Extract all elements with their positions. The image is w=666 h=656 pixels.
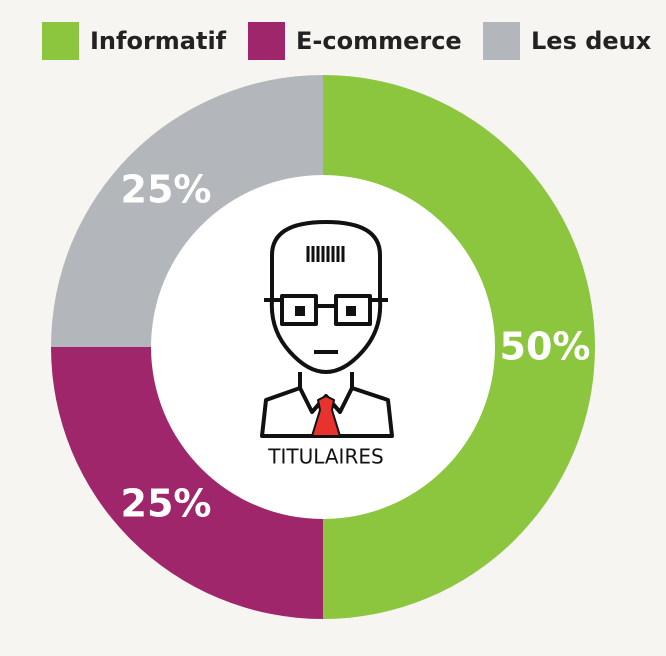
legend-swatch [42, 22, 79, 60]
legend-swatch [248, 22, 285, 60]
legend-swatch [483, 22, 520, 60]
value-label: 25% [121, 168, 212, 212]
center-label: TITULAIRES [267, 445, 383, 469]
legend-text: Informatif [90, 27, 227, 55]
legend-text: Les deux [531, 27, 652, 55]
legend-text: E-commerce [296, 27, 462, 55]
person-icon [260, 220, 394, 438]
value-label: 50% [500, 325, 591, 369]
donut-hole [151, 175, 495, 519]
value-label: 25% [121, 481, 212, 525]
